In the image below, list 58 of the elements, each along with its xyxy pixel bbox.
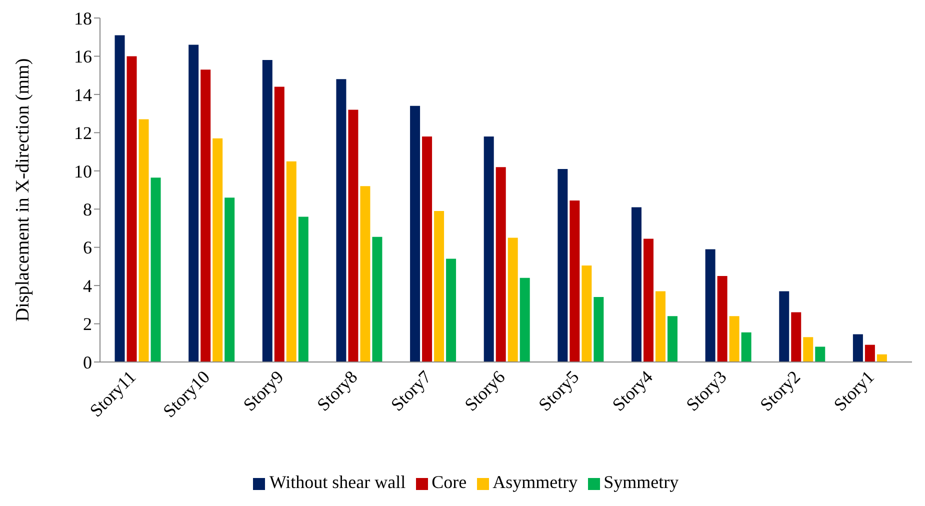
bar [803,337,814,362]
bar [138,119,149,362]
bar [852,334,863,362]
bar [779,291,790,362]
bar [741,332,752,362]
y-tick-label: 6 [83,238,92,258]
bar [815,346,826,362]
y-tick-label: 12 [74,123,92,144]
bar [705,249,716,362]
bar [372,236,382,362]
bar [446,258,456,362]
bar [262,60,272,362]
bar [188,44,199,362]
legend-label: Without shear wall [269,472,406,492]
bar [224,198,235,362]
bar [212,138,223,362]
y-tick-label: 16 [74,46,92,67]
bar [864,344,875,362]
bar [298,216,308,362]
bar [876,354,887,362]
bar [508,238,518,362]
y-tick-label: 14 [74,84,92,105]
legend-label: Core [432,472,467,492]
y-tick-label: 10 [74,161,92,182]
bar [717,276,728,362]
bar [286,161,296,362]
bar [434,211,444,362]
bar [655,291,666,362]
bar [594,297,604,362]
y-tick-label: 2 [83,314,92,334]
bar [643,238,654,362]
bar [336,79,346,362]
bar [348,110,358,362]
bar [667,316,678,362]
bar [791,312,802,362]
bar [274,86,284,362]
y-axis-title: Displacement in X-direction (mm) [12,58,34,322]
bar [520,278,530,362]
bar [150,178,161,362]
bar [570,200,580,362]
bar [729,316,740,362]
bar [582,265,592,362]
legend-label: Symmetry [604,472,679,492]
bar [631,207,642,362]
legend-label: Asymmetry [492,472,578,492]
bar [496,167,506,362]
bar [126,56,137,362]
y-tick-label: 8 [83,200,92,220]
bar [114,35,125,362]
y-tick-label: 4 [83,276,92,296]
bar [360,186,370,362]
y-tick-label: 18 [74,8,92,28]
bar [484,136,494,362]
y-tick-label: 0 [83,352,92,372]
bar [410,106,420,362]
bar [422,136,432,362]
bar [200,70,211,362]
bar [558,168,568,362]
